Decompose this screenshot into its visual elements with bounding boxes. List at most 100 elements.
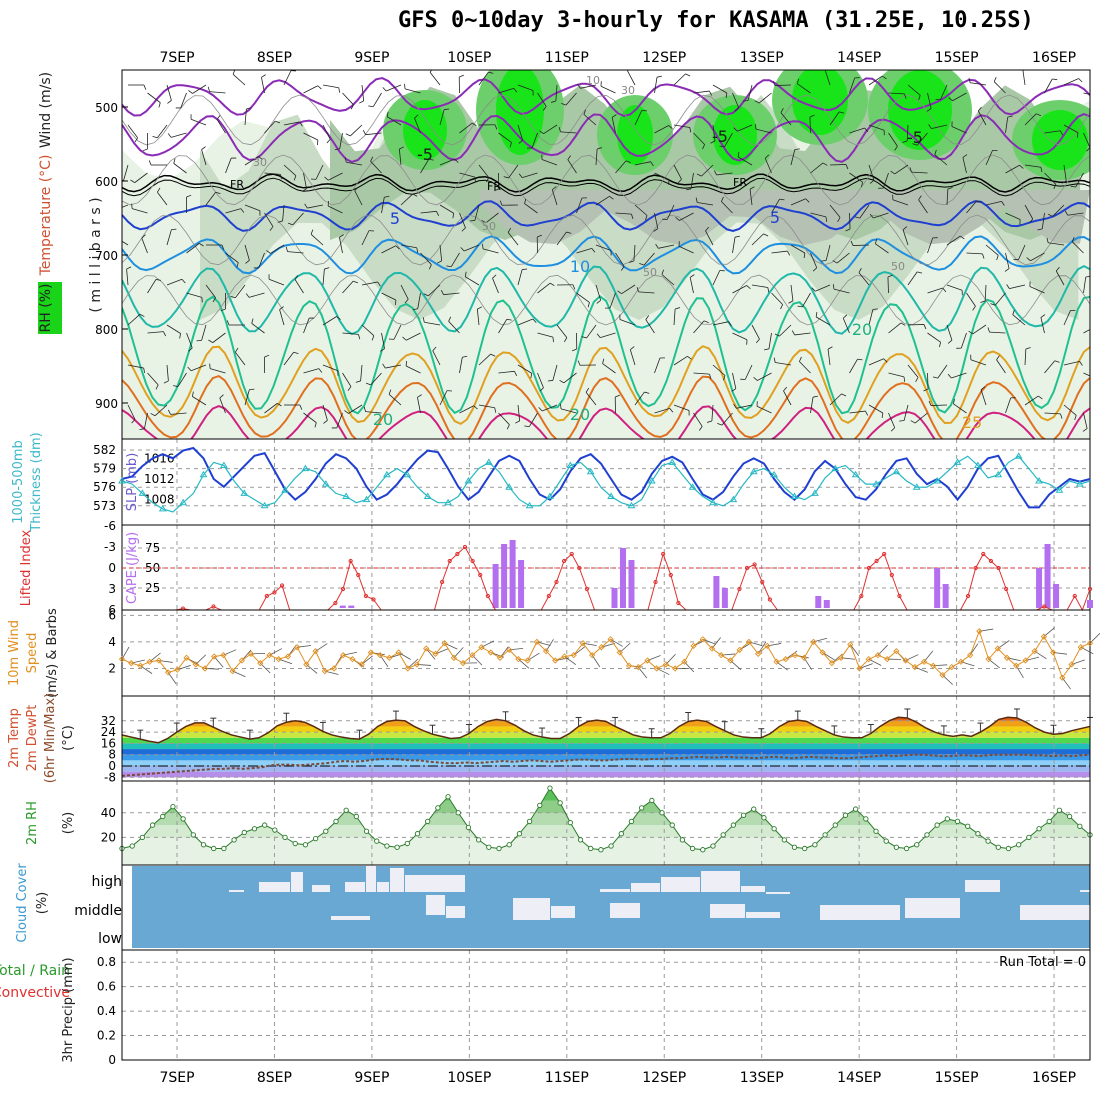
rh-marker [557, 800, 563, 806]
contour-label: 20 [570, 405, 590, 424]
rh-marker [598, 847, 604, 853]
wind-barb-flag [797, 78, 799, 84]
wind-speed-marker [164, 669, 172, 676]
wind-barb [244, 204, 261, 212]
wind-barb [966, 292, 976, 307]
wind-speed-marker [791, 652, 799, 659]
wind-barb-flag [968, 330, 973, 335]
wind-speed-marker [432, 650, 439, 657]
thickness-marker [709, 498, 717, 506]
li-marker [371, 597, 376, 602]
wind-barb [354, 190, 363, 206]
thickness-marker [240, 489, 249, 496]
wind-barb-flag [377, 281, 381, 287]
wind-barb [946, 189, 949, 206]
axis-label: 10m Wind [7, 620, 22, 686]
wind-barb-flag [550, 100, 557, 103]
wind-barb [609, 292, 616, 309]
precip-label-convective: Convective [0, 985, 70, 1001]
wind-barb [827, 349, 831, 366]
wind-barb [810, 397, 814, 414]
wind-barb-flag [518, 173, 523, 178]
axis-label: 1000-500mb [11, 440, 26, 524]
wind-barb [303, 172, 307, 189]
wind-barb-flag [150, 413, 156, 417]
rh-marker [924, 832, 930, 838]
wind-barb [498, 132, 512, 143]
rh-marker [893, 844, 900, 850]
li-marker [661, 551, 666, 557]
wind-barb [459, 212, 466, 228]
wind-barb-flag [299, 404, 303, 410]
rh-marker [363, 828, 370, 834]
wind-barb [339, 237, 343, 254]
wind-barb-flag [702, 144, 705, 150]
wind-barb [420, 159, 430, 174]
wind-barb [576, 292, 590, 303]
date-label-top: 12SEP [642, 50, 686, 66]
wind-barb-flag [436, 211, 440, 216]
wind-speed-marker [404, 665, 411, 672]
date-label-top: 9SEP [354, 50, 389, 66]
isotherm-15 [122, 264, 1090, 336]
wind-barb-flag [917, 271, 923, 274]
wind-barb [585, 392, 597, 406]
wind-barb-10m [1034, 650, 1047, 660]
wind-barb-flag [812, 267, 818, 272]
wind-barb-flag [841, 393, 847, 397]
wind-barb-flag [960, 235, 965, 240]
tick-label: 6 [108, 608, 116, 622]
tick-label: middle [74, 903, 122, 919]
wind-barb-flag [799, 356, 802, 362]
wind-barb-flag [412, 308, 418, 311]
contour-label: 10 [586, 74, 600, 87]
wind-speed-marker [699, 636, 706, 643]
wind-barb-flag [428, 158, 434, 161]
wind-barb-flag [709, 90, 713, 96]
wind-barb-flag [1007, 115, 1013, 118]
wind-barb-flag [645, 315, 650, 320]
wind-barb [888, 412, 896, 428]
wind-barb [459, 122, 473, 134]
wind-barb [780, 112, 792, 126]
wind-barb-flag [230, 296, 236, 299]
cape-bar [942, 584, 949, 608]
wind-barb-10m [481, 640, 495, 648]
wind-barb [829, 111, 840, 126]
li-marker [653, 579, 658, 585]
cloud-gap [741, 886, 765, 892]
wind-barb [205, 284, 216, 299]
wind-barb-flag [942, 287, 947, 293]
rh-marker [200, 842, 207, 848]
contour-label: 5 [390, 209, 400, 228]
tick-label: 32 [101, 714, 116, 728]
wind-barb-10m [776, 661, 788, 671]
wind-barb [398, 149, 402, 166]
wind-barb [517, 269, 523, 286]
wind-barb [123, 164, 129, 181]
wind-barb [537, 92, 547, 107]
wind-barb-flag [1046, 237, 1049, 243]
wind-barb [907, 364, 919, 378]
wind-barb-flag [460, 247, 465, 252]
wind-barb [712, 84, 728, 94]
rh-marker [1066, 813, 1073, 820]
wind-barb [283, 121, 300, 126]
wind-barb [429, 72, 441, 86]
wind-barb-flag [324, 176, 329, 181]
wind-barb [993, 81, 1006, 94]
wind-barb-flag [277, 220, 283, 223]
date-label-bottom: 12SEP [642, 1070, 686, 1086]
wind-barb-flag [928, 400, 932, 406]
contour-label: 50 [482, 220, 496, 233]
wind-barb-flag [858, 268, 862, 273]
cloud-gap [551, 906, 575, 918]
tick-label: 1012 [144, 472, 175, 486]
tick-label: 0.6 [97, 980, 116, 994]
wind-barb [744, 364, 753, 380]
wind-barb [829, 204, 841, 218]
wind-barb-flag [539, 130, 544, 135]
wind-barb-flag [900, 322, 906, 326]
date-label-bottom: 13SEP [740, 1070, 784, 1086]
wind-barb [342, 332, 359, 335]
